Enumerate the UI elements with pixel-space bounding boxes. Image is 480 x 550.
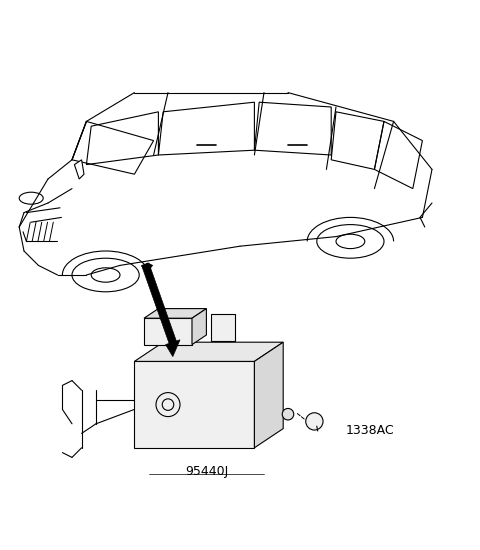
Polygon shape — [142, 263, 178, 347]
Circle shape — [282, 409, 294, 420]
Text: 1338AC: 1338AC — [346, 425, 394, 437]
Polygon shape — [134, 361, 254, 448]
Polygon shape — [211, 315, 235, 341]
Polygon shape — [192, 309, 206, 345]
Polygon shape — [166, 340, 180, 356]
Polygon shape — [144, 309, 206, 318]
Polygon shape — [144, 318, 192, 345]
Polygon shape — [74, 160, 84, 179]
Text: 95440J: 95440J — [185, 465, 228, 478]
Polygon shape — [134, 342, 283, 361]
Circle shape — [306, 412, 323, 430]
Polygon shape — [254, 342, 283, 448]
Polygon shape — [142, 263, 153, 270]
